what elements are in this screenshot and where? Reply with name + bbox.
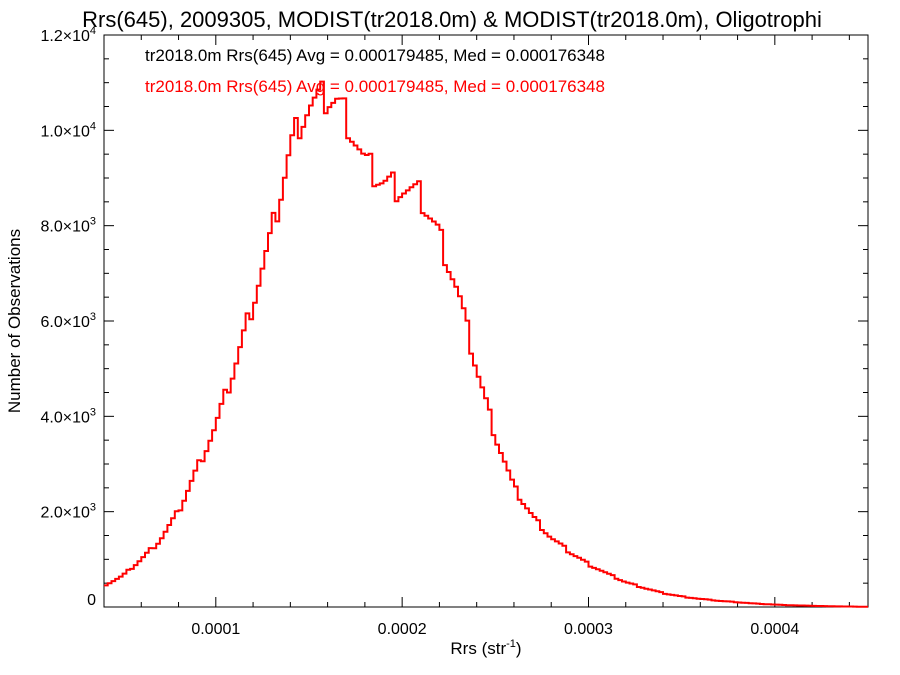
y-tick-label: 8.0×103 [40, 216, 96, 236]
y-tick-label: 0 [87, 592, 96, 609]
series-group [104, 80, 868, 608]
plot-frame [103, 34, 869, 608]
y-axis-label: Number of Observations [5, 229, 24, 413]
histogram-series-line [104, 80, 868, 608]
y-axis: 0 2.0×103 4.0×103 6.0×103 8.0×103 1.0×104 1.2×… [40, 25, 868, 609]
x-tick-label: 0.0002 [378, 621, 427, 638]
chart-title: Rrs(645), 2009305, MODIST(tr2018.0m) & M… [82, 7, 822, 32]
x-tick-label: 0.0004 [750, 621, 799, 638]
legend-entry-black: tr2018.0m Rrs(645) Avg = 0.000179485, Me… [145, 46, 605, 65]
x-tick-label: 0.0003 [564, 621, 613, 638]
legend-entry-red: tr2018.0m Rrs(645) Avg = 0.000179485, Me… [145, 77, 605, 96]
x-tick-label: 0.0001 [191, 621, 240, 638]
y-tick-label: 6.0×103 [40, 311, 96, 331]
x-axis: 0.0001 0.0002 0.0003 0.0004 [103, 35, 850, 638]
y-tick-label: 2.0×103 [40, 502, 96, 522]
x-axis-label: Rrs (str-1) [450, 638, 521, 658]
y-tick-label: 1.2×104 [40, 25, 96, 45]
y-tick-label: 1.0×104 [40, 120, 96, 140]
y-tick-label: 4.0×103 [40, 406, 96, 426]
